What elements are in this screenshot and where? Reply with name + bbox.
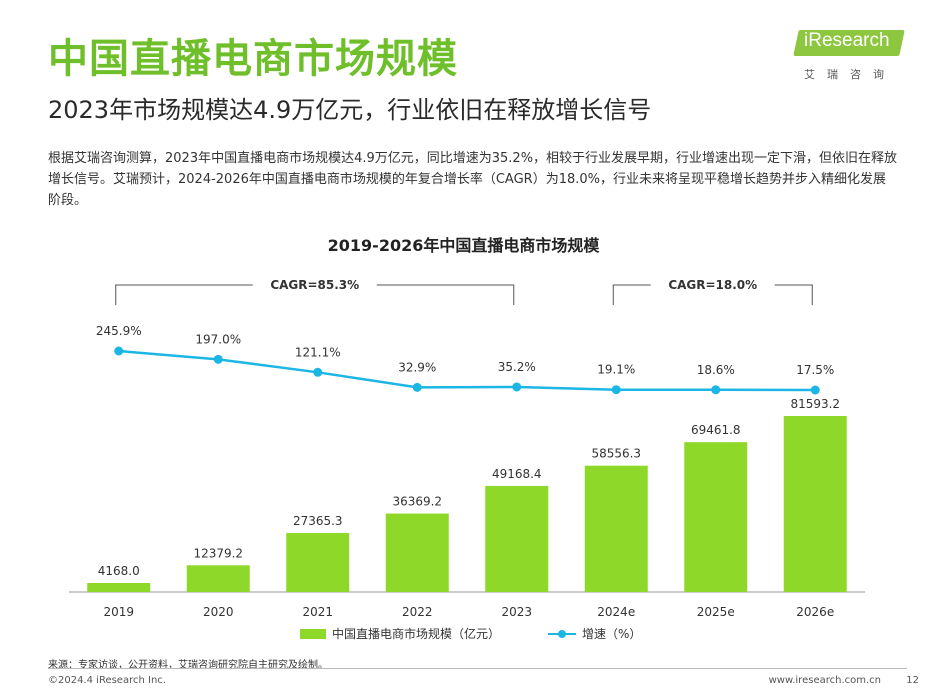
bar-value-label: 27365.3 [293,514,343,528]
growth-point-2020 [213,354,223,364]
growth-point-2022 [412,382,422,392]
x-tick-label: 2023 [501,605,532,619]
growth-point-2025e [711,385,721,395]
bar-2023 [485,485,549,592]
growth-value-label: 197.0% [195,332,241,346]
growth-value-label: 32.9% [398,360,436,374]
x-tick-label: 2025e [697,605,735,619]
bar-value-label: 12379.2 [193,546,243,560]
website-link[interactable]: www.iresearch.com.cn [768,675,881,686]
x-tick-label: 2026e [796,605,834,619]
bar-value-label: 36369.2 [392,495,442,509]
growth-value-label: 245.9% [96,324,142,338]
bar-value-label: 49168.4 [492,467,542,481]
growth-line [118,349,816,392]
growth-point-2019 [114,346,124,356]
footer-divider [48,668,907,669]
growth-point-2023 [512,382,522,392]
bar-value-label: 58556.3 [591,447,641,461]
legend-bar-label: 中国直播电商市场规模（亿元） [332,627,501,641]
source-note: 来源：专家访谈，公开资料，艾瑞咨询研究院自主研究及绘制。 [48,660,328,671]
copyright-text: ©2024.4 iResearch Inc. [48,675,166,686]
growth-value-label: 18.6% [697,363,735,377]
logo-word: iResearch [804,30,890,51]
legend-bar-swatch [300,628,326,639]
growth-value-label: 35.2% [498,360,536,374]
bar-value-label: 81593.2 [790,397,840,411]
x-tick-label: 2024e [597,605,635,619]
bar-2021 [286,532,350,592]
x-tick-label: 2022 [402,605,433,619]
cagr-bracket-right [774,284,813,305]
growth-value-label: 121.1% [295,345,341,359]
cagr-bracket-right [376,284,515,305]
cagr-bracket-left [612,284,651,305]
bar-2024e [584,465,648,592]
legend-item-bar: 中国直播电商市场规模（亿元） [300,625,500,642]
x-tick-label: 2021 [302,605,333,619]
growth-point-2024e [611,385,621,395]
page-number: 12 [906,675,919,686]
bar-2022 [385,513,449,592]
logo-cn: 艾瑞咨询 [804,68,896,81]
bar-value-label: 69461.8 [691,423,741,437]
page-title: 中国直播电商市场规模 [48,36,458,82]
x-tick-label: 2019 [103,605,134,619]
growth-value-label: 17.5% [796,363,834,377]
growth-point-2026e [810,385,820,395]
chart-legend: 中国直播电商市场规模（亿元） 增速（%） [300,625,641,642]
chart-title: 2019-2026年中国直播电商市场规模 [327,236,600,255]
x-tick-label: 2020 [203,605,234,619]
bar-2020 [186,565,250,592]
growth-point-2021 [313,367,323,377]
growth-value-label: 19.1% [597,363,635,377]
bar-2019 [87,583,151,592]
legend-line-label: 增速（%） [582,627,642,641]
cagr-bracket-left [115,284,253,305]
bar-2025e [684,442,748,592]
page-subtitle: 2023年市场规模达4.9万亿元，行业依旧在释放增长信号 [48,96,652,124]
cagr-label: CAGR=85.3% [270,278,359,292]
summary-text: 根据艾瑞咨询测算，2023年中国直播电商市场规模达4.9万亿元，同比增速为35.… [48,151,898,208]
legend-line-swatch [548,629,577,639]
cagr-label: CAGR=18.0% [668,278,757,292]
bar-2026e [783,416,847,592]
iresearch-logo: iResearch 艾瑞咨询 [793,26,905,86]
bar-value-label: 4168.0 [98,564,140,578]
legend-item-line: 增速（%） [548,625,641,642]
